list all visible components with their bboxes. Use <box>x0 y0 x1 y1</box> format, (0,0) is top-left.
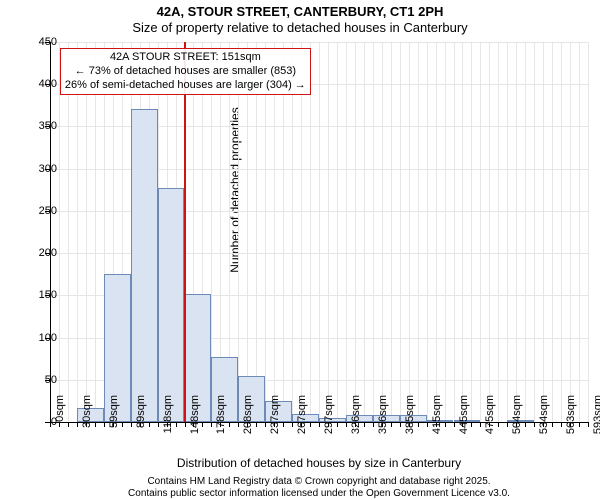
grid-line-vertical <box>579 42 580 422</box>
y-tick-label: 300 <box>13 163 57 175</box>
x-tick-label: 267sqm <box>296 395 308 455</box>
y-tick-label: 0 <box>13 416 57 428</box>
grid-line-vertical <box>346 42 347 422</box>
grid-line-vertical <box>427 42 428 422</box>
grid-line-vertical <box>588 42 589 422</box>
histogram-bar <box>158 188 185 422</box>
x-tick-label: 326sqm <box>350 395 362 455</box>
grid-line-vertical <box>283 42 284 422</box>
grid-line-vertical <box>462 42 463 422</box>
plot-area: 42A STOUR STREET: 151sqm← 73% of detache… <box>50 42 588 422</box>
x-tick-label: 415sqm <box>431 395 443 455</box>
x-tick-mark <box>588 422 589 427</box>
chart-title: 42A, STOUR STREET, CANTERBURY, CT1 2PH <box>0 4 600 19</box>
x-tick-label: 504sqm <box>511 395 523 455</box>
grid-line-vertical <box>301 42 302 422</box>
x-tick-label: 385sqm <box>404 395 416 455</box>
y-tick-label: 400 <box>13 78 57 90</box>
x-tick-label: 534sqm <box>538 395 550 455</box>
grid-line-vertical <box>256 42 257 422</box>
annotation-box: 42A STOUR STREET: 151sqm← 73% of detache… <box>60 48 311 95</box>
attribution-text: Contains HM Land Registry data © Crown c… <box>50 476 588 500</box>
grid-line-vertical <box>471 42 472 422</box>
grid-line-vertical <box>274 42 275 422</box>
x-tick-label: 178sqm <box>215 395 227 455</box>
x-tick-label: 0sqm <box>54 395 66 455</box>
grid-line-vertical <box>373 42 374 422</box>
attribution-line-1: Contains HM Land Registry data © Crown c… <box>50 476 588 488</box>
y-tick-label: 150 <box>13 289 57 301</box>
x-tick-label: 297sqm <box>323 395 335 455</box>
y-tick-label: 250 <box>13 205 57 217</box>
grid-line-vertical <box>454 42 455 422</box>
grid-line-vertical <box>570 42 571 422</box>
grid-line-vertical <box>418 42 419 422</box>
grid-line-vertical <box>445 42 446 422</box>
grid-line-vertical <box>265 42 266 422</box>
attribution-line-2: Contains public sector information licen… <box>50 488 588 500</box>
grid-line-vertical <box>480 42 481 422</box>
x-tick-label: 237sqm <box>269 395 281 455</box>
y-tick-label: 450 <box>13 36 57 48</box>
grid-line-vertical <box>525 42 526 422</box>
grid-line-vertical <box>355 42 356 422</box>
y-tick-label: 350 <box>13 120 57 132</box>
grid-line-vertical <box>534 42 535 422</box>
annotation-line: 42A STOUR STREET: 151sqm <box>65 51 306 65</box>
grid-line-vertical <box>238 42 239 422</box>
grid-line-vertical <box>247 42 248 422</box>
grid-line-vertical <box>364 42 365 422</box>
x-tick-label: 59sqm <box>108 395 120 455</box>
x-tick-label: 563sqm <box>565 395 577 455</box>
grid-line-vertical <box>543 42 544 422</box>
y-tick-label: 100 <box>13 332 57 344</box>
grid-line-vertical <box>489 42 490 422</box>
x-axis-line <box>50 422 588 423</box>
x-tick-label: 356sqm <box>377 395 389 455</box>
x-tick-label: 208sqm <box>242 395 254 455</box>
grid-line-vertical <box>507 42 508 422</box>
property-marker-line <box>184 42 186 422</box>
grid-line-vertical <box>328 42 329 422</box>
grid-line-vertical <box>552 42 553 422</box>
x-tick-label: 148sqm <box>189 395 201 455</box>
grid-line-vertical <box>68 42 69 422</box>
grid-line-vertical <box>95 42 96 422</box>
histogram-chart: 42A, STOUR STREET, CANTERBURY, CT1 2PH S… <box>0 0 600 500</box>
x-tick-label: 593sqm <box>592 395 600 455</box>
chart-subtitle: Size of property relative to detached ho… <box>0 20 600 35</box>
grid-line-vertical <box>310 42 311 422</box>
grid-line-vertical <box>498 42 499 422</box>
grid-line-vertical <box>516 42 517 422</box>
grid-line-vertical <box>436 42 437 422</box>
histogram-bar <box>131 109 158 422</box>
grid-line-vertical <box>409 42 410 422</box>
grid-line-vertical <box>77 42 78 422</box>
x-tick-label: 475sqm <box>484 395 496 455</box>
y-axis-line <box>50 42 51 422</box>
grid-line-vertical <box>400 42 401 422</box>
grid-line-vertical <box>292 42 293 422</box>
y-tick-label: 50 <box>13 374 57 386</box>
annotation-line: ← 73% of detached houses are smaller (85… <box>65 65 306 79</box>
grid-line-vertical <box>391 42 392 422</box>
y-tick-label: 200 <box>13 247 57 259</box>
x-tick-label: 118sqm <box>162 395 174 455</box>
x-axis-label: Distribution of detached houses by size … <box>50 456 588 470</box>
grid-line-vertical <box>319 42 320 422</box>
annotation-line: 26% of semi-detached houses are larger (… <box>65 79 306 93</box>
grid-line-vertical <box>59 42 60 422</box>
grid-line-vertical <box>337 42 338 422</box>
grid-line-vertical <box>86 42 87 422</box>
grid-line-vertical <box>382 42 383 422</box>
x-tick-label: 89sqm <box>135 395 147 455</box>
x-tick-label: 445sqm <box>458 395 470 455</box>
grid-line-vertical <box>561 42 562 422</box>
x-tick-label: 30sqm <box>81 395 93 455</box>
